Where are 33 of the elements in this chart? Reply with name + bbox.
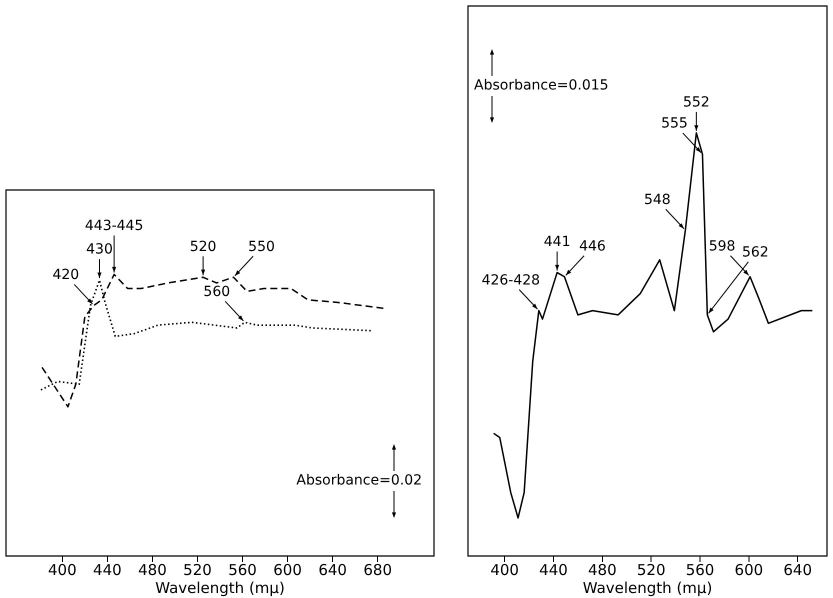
annotation: Absorbance=0.02 [296,472,422,489]
annotation: 443-445 [84,218,144,234]
x-tick-label: 600 [273,560,302,579]
annotation: 420 [52,267,80,284]
x-tick-label: 440 [93,560,122,579]
annotation: 446 [579,238,606,254]
annotation: 430 [86,242,113,258]
x-tick-label: 520 [183,560,212,579]
annotation: 560 [203,284,230,300]
text: Absorbance=0.015 [474,78,609,94]
annotation: 426-428 [482,272,540,288]
x-tick-label: 640 [783,560,812,579]
x-tick-label: 400 [490,560,519,579]
x-axis-title: Wavelength (mμ) [582,578,712,597]
x-tick-label: 480 [138,560,167,579]
annotation: 552 [682,94,710,111]
x-tick-label: 520 [636,560,666,579]
annotation: 520 [190,238,216,255]
x-tick-label: 560 [228,560,257,579]
annotation: 550 [248,238,275,255]
x-tick-label: 560 [686,560,714,579]
x-axis-title: Wavelength (mμ) [155,578,285,597]
annotation: 598 [708,238,736,254]
x-tick-label: 680 [363,560,392,579]
annotation: 548 [644,192,671,208]
x-tick-label: 400 [48,560,77,579]
x-tick-label: 640 [318,560,347,579]
annotation: 555 [661,116,688,132]
annotation: 441 [544,234,571,250]
annotation: 562 [742,244,769,260]
x-tick-label: 440 [539,560,568,579]
x-tick-label: 600 [734,560,764,579]
x-tick-label: 480 [588,560,617,579]
